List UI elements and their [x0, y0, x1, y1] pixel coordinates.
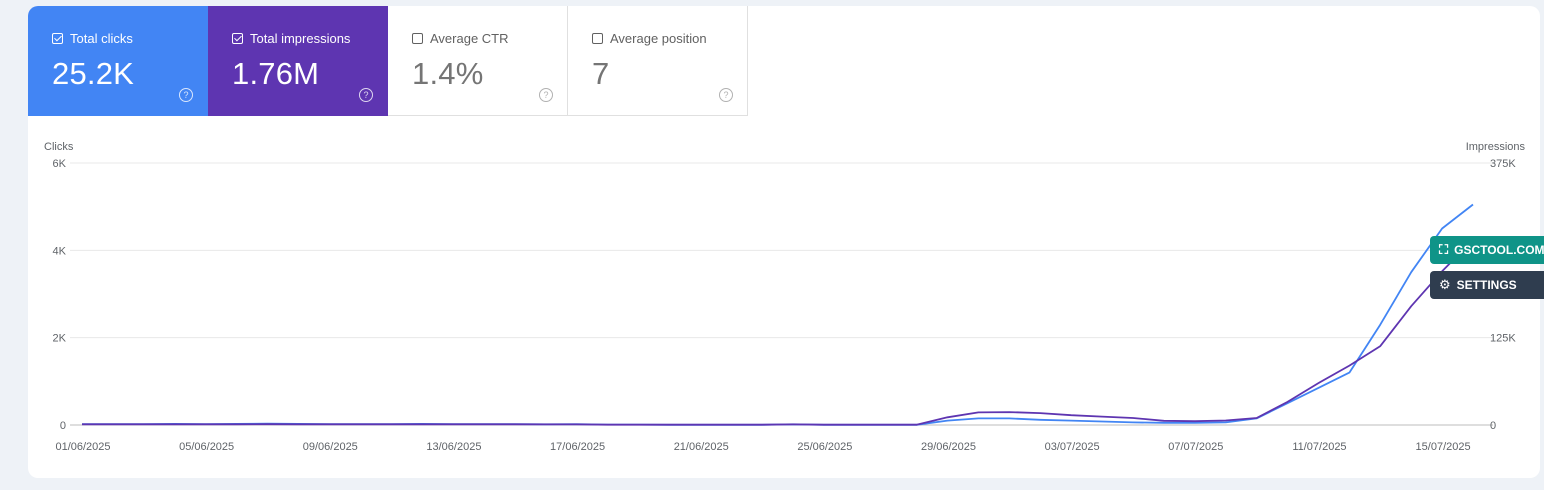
x-tick-label: 05/06/2025: [179, 441, 234, 453]
metric-card-header: Average position: [592, 31, 707, 46]
metric-value: 1.4%: [412, 56, 484, 91]
metric-label: Total impressions: [250, 31, 351, 46]
metric-card-header: Total impressions: [232, 31, 350, 46]
metric-card-average-position[interactable]: Average position 7 ?: [568, 6, 748, 116]
help-icon[interactable]: ?: [179, 88, 193, 102]
x-tick-label: 29/06/2025: [921, 441, 976, 453]
y-left-tick-label: 6K: [53, 158, 67, 170]
x-tick-label: 01/06/2025: [55, 441, 110, 453]
help-icon[interactable]: ?: [719, 88, 733, 102]
series-line: [82, 203, 1474, 426]
checkbox-checked-icon[interactable]: [52, 33, 63, 44]
metric-label: Total clicks: [70, 31, 133, 46]
metric-value: 25.2K: [52, 56, 135, 91]
x-tick-label: 13/06/2025: [426, 441, 481, 453]
y-left-tick-label: 2K: [53, 333, 67, 345]
gsctool-button-label: GSCTOOL.COM: [1454, 243, 1544, 257]
x-tick-label: 11/07/2025: [1292, 441, 1346, 453]
y-right-tick-label: 125K: [1490, 333, 1516, 345]
y-left-tick-label: 0: [60, 420, 66, 432]
gear-icon: ⚙: [1439, 277, 1451, 292]
x-tick-label: 07/07/2025: [1168, 441, 1223, 453]
x-tick-label: 09/06/2025: [303, 441, 358, 453]
checkbox-unchecked-icon[interactable]: [592, 33, 603, 44]
checkbox-checked-icon[interactable]: [232, 33, 243, 44]
metric-label: Average CTR: [430, 31, 509, 46]
settings-button[interactable]: ⚙ SETTINGS: [1430, 271, 1544, 299]
metric-value: 1.76M: [232, 56, 320, 91]
metric-card-average-ctr[interactable]: Average CTR 1.4% ?: [388, 6, 568, 116]
y-right-tick-label: 0: [1490, 420, 1496, 432]
x-tick-label: 25/06/2025: [797, 441, 852, 453]
metric-card-header: Total clicks: [52, 31, 133, 46]
performance-chart: 002K125K4K250K6K375KClicksImpressions01/…: [44, 141, 1526, 453]
x-tick-label: 03/07/2025: [1045, 441, 1100, 453]
performance-panel: Total clicks 25.2K ? Total impressions 1…: [28, 6, 1540, 478]
help-icon[interactable]: ?: [539, 88, 553, 102]
x-tick-label: 21/06/2025: [674, 441, 729, 453]
metric-card-total-impressions[interactable]: Total impressions 1.76M ?: [208, 6, 388, 116]
x-tick-label: 17/06/2025: [550, 441, 605, 453]
expand-icon: ⛶: [1439, 242, 1449, 257]
metric-card-total-clicks[interactable]: Total clicks 25.2K ?: [28, 6, 208, 116]
help-icon[interactable]: ?: [359, 88, 373, 102]
x-tick-label: 15/07/2025: [1416, 441, 1471, 453]
y-left-axis-title: Clicks: [44, 141, 74, 153]
gsctool-button[interactable]: ⛶ GSCTOOL.COM: [1430, 236, 1544, 264]
y-right-tick-label: 375K: [1490, 158, 1516, 170]
metric-card-header: Average CTR: [412, 31, 509, 46]
metric-value: 7: [592, 56, 610, 91]
checkbox-unchecked-icon[interactable]: [412, 33, 423, 44]
series-line: [82, 239, 1474, 426]
settings-button-label: SETTINGS: [1456, 278, 1517, 292]
y-right-axis-title: Impressions: [1466, 141, 1526, 153]
y-left-tick-label: 4K: [53, 245, 67, 257]
metric-cards: Total clicks 25.2K ? Total impressions 1…: [28, 6, 748, 116]
metric-label: Average position: [610, 31, 707, 46]
